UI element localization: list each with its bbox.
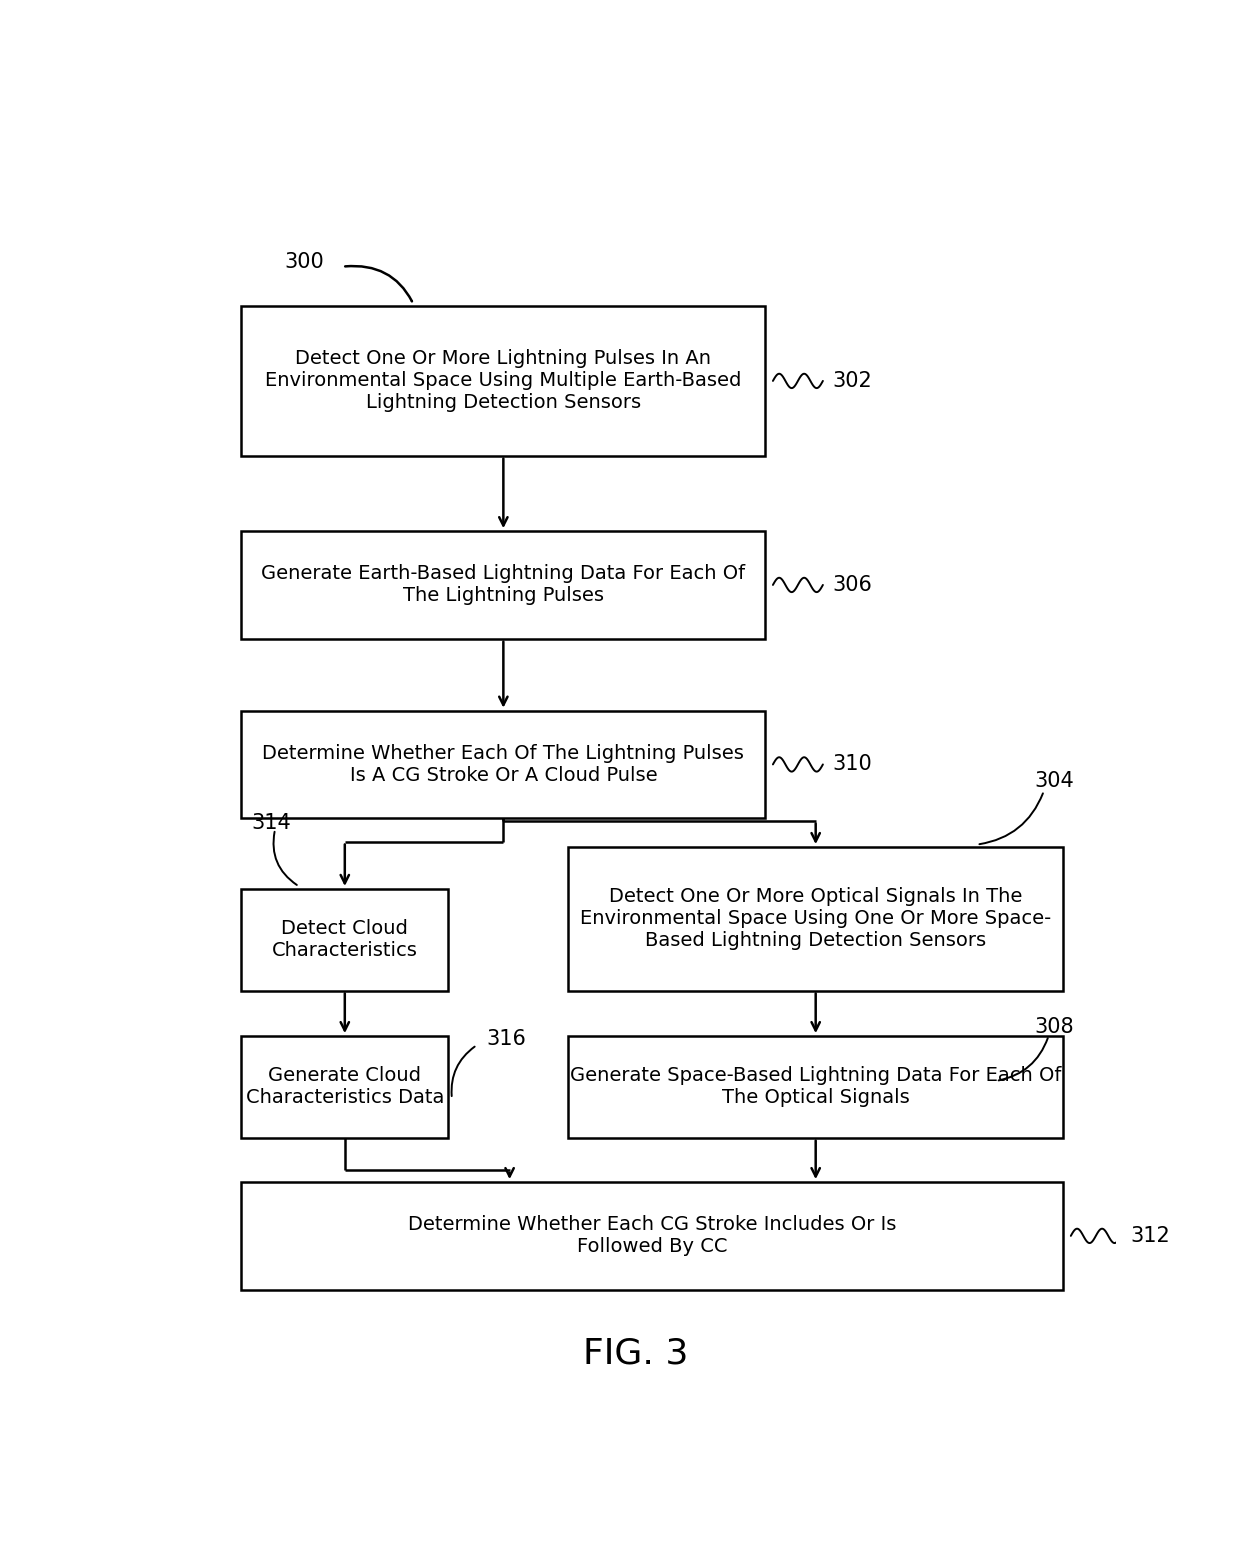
Text: 308: 308 — [1034, 1016, 1074, 1037]
Text: FIG. 3: FIG. 3 — [583, 1336, 688, 1371]
Text: Generate Cloud
Characteristics Data: Generate Cloud Characteristics Data — [246, 1066, 444, 1108]
Text: 304: 304 — [1034, 771, 1074, 791]
FancyArrowPatch shape — [345, 266, 412, 301]
FancyArrowPatch shape — [980, 794, 1043, 844]
Text: 306: 306 — [832, 575, 873, 595]
FancyArrowPatch shape — [998, 1038, 1048, 1080]
FancyBboxPatch shape — [242, 889, 448, 990]
Text: Determine Whether Each Of The Lightning Pulses
Is A CG Stroke Or A Cloud Pulse: Determine Whether Each Of The Lightning … — [263, 744, 744, 785]
FancyBboxPatch shape — [568, 847, 1063, 990]
Text: 314: 314 — [250, 813, 291, 833]
Text: 310: 310 — [832, 754, 872, 774]
FancyBboxPatch shape — [242, 1183, 1063, 1290]
FancyBboxPatch shape — [242, 710, 765, 819]
Text: Generate Space-Based Lightning Data For Each Of
The Optical Signals: Generate Space-Based Lightning Data For … — [570, 1066, 1061, 1108]
Text: 316: 316 — [486, 1029, 527, 1049]
Text: 302: 302 — [832, 371, 872, 392]
FancyBboxPatch shape — [242, 306, 765, 455]
Text: Detect One Or More Lightning Pulses In An
Environmental Space Using Multiple Ear: Detect One Or More Lightning Pulses In A… — [265, 350, 742, 412]
FancyArrowPatch shape — [451, 1047, 475, 1096]
FancyBboxPatch shape — [242, 531, 765, 639]
Text: 300: 300 — [285, 252, 325, 272]
FancyBboxPatch shape — [242, 1037, 448, 1138]
Text: Detect Cloud
Characteristics: Detect Cloud Characteristics — [272, 920, 418, 960]
FancyArrowPatch shape — [274, 831, 296, 884]
Text: Generate Earth-Based Lightning Data For Each Of
The Lightning Pulses: Generate Earth-Based Lightning Data For … — [262, 564, 745, 606]
Text: 312: 312 — [1131, 1226, 1171, 1246]
Text: Detect One Or More Optical Signals In The
Environmental Space Using One Or More : Detect One Or More Optical Signals In Th… — [580, 887, 1052, 951]
Text: Determine Whether Each CG Stroke Includes Or Is
Followed By CC: Determine Whether Each CG Stroke Include… — [408, 1215, 897, 1256]
FancyBboxPatch shape — [568, 1037, 1063, 1138]
